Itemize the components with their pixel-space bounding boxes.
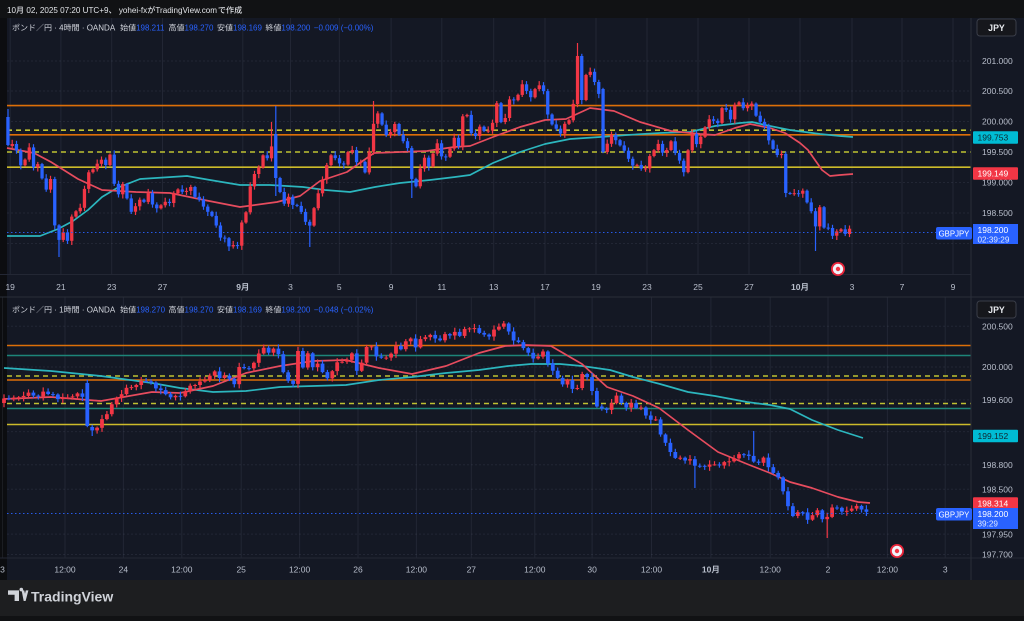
- svg-text:17: 17: [540, 282, 550, 292]
- svg-text:12:00: 12:00: [289, 565, 311, 575]
- svg-text:TradingView: TradingView: [31, 588, 113, 604]
- svg-text:12:00: 12:00: [877, 565, 899, 575]
- svg-text:11: 11: [437, 282, 446, 292]
- svg-text:198.270: 198.270: [136, 306, 165, 315]
- svg-text:199.149: 199.149: [978, 169, 1009, 179]
- svg-text:198.200: 198.200: [281, 306, 310, 315]
- svg-text:27: 27: [744, 282, 754, 292]
- svg-text:27: 27: [467, 565, 477, 575]
- svg-text:−0.009 (−0.00%): −0.009 (−0.00%): [314, 24, 374, 33]
- svg-text:5: 5: [337, 282, 342, 292]
- svg-text:7: 7: [900, 282, 905, 292]
- svg-text:199.000: 199.000: [982, 178, 1013, 188]
- svg-text:19: 19: [5, 282, 15, 292]
- svg-text:· OANDA: · OANDA: [80, 306, 116, 315]
- svg-text:12:00: 12:00: [524, 565, 546, 575]
- svg-text:10: 10: [702, 565, 712, 575]
- svg-text:9: 9: [236, 282, 241, 292]
- svg-text:198.169: 198.169: [233, 306, 262, 315]
- svg-text:198.200: 198.200: [978, 225, 1009, 235]
- svg-text:198.211: 198.211: [136, 24, 165, 33]
- svg-text:198.500: 198.500: [982, 208, 1013, 218]
- svg-text:198.200: 198.200: [978, 509, 1009, 519]
- svg-text:GBPJPY: GBPJPY: [939, 229, 971, 238]
- svg-text:3: 3: [943, 565, 948, 575]
- svg-text:23: 23: [642, 282, 652, 292]
- svg-text:200.000: 200.000: [982, 117, 1013, 127]
- svg-text:2: 2: [826, 565, 831, 575]
- svg-text:26: 26: [353, 565, 363, 575]
- svg-text:200.500: 200.500: [982, 86, 1013, 96]
- svg-text:TradingView.com: TradingView.com: [155, 6, 217, 15]
- svg-text:02, 2025 07:20 UTC+9: 02, 2025 07:20 UTC+9: [24, 6, 109, 15]
- svg-text:9: 9: [389, 282, 394, 292]
- svg-text:27: 27: [158, 282, 168, 292]
- svg-text:JPY: JPY: [988, 305, 1005, 315]
- svg-text:12:00: 12:00: [760, 565, 782, 575]
- svg-text:198.169: 198.169: [233, 24, 262, 33]
- svg-text:9: 9: [951, 282, 956, 292]
- svg-text:197.700: 197.700: [982, 550, 1013, 560]
- svg-text:198.314: 198.314: [978, 499, 1009, 509]
- svg-text:· 4: · 4: [52, 24, 64, 33]
- svg-text:197.950: 197.950: [982, 529, 1013, 539]
- svg-text:200.000: 200.000: [982, 362, 1013, 372]
- svg-text:19: 19: [591, 282, 601, 292]
- svg-text:· 1: · 1: [52, 306, 64, 315]
- svg-text:yohei-fx: yohei-fx: [117, 6, 148, 15]
- svg-text:30: 30: [587, 565, 597, 575]
- svg-text:21: 21: [56, 282, 66, 292]
- svg-text:198.500: 198.500: [982, 485, 1013, 495]
- svg-text:12:00: 12:00: [641, 565, 663, 575]
- svg-text:198.270: 198.270: [185, 24, 214, 33]
- svg-text:25: 25: [693, 282, 703, 292]
- svg-text:39:29: 39:29: [978, 520, 999, 529]
- svg-text:12:00: 12:00: [406, 565, 428, 575]
- svg-text:13: 13: [489, 282, 499, 292]
- svg-text:198.200: 198.200: [281, 24, 310, 33]
- svg-text:GBPJPY: GBPJPY: [939, 510, 971, 519]
- svg-text:02:39:29: 02:39:29: [978, 235, 1010, 244]
- svg-text:198.800: 198.800: [982, 460, 1013, 470]
- svg-text:3: 3: [0, 565, 5, 575]
- svg-text:201.000: 201.000: [982, 56, 1013, 66]
- svg-text:24: 24: [119, 565, 129, 575]
- svg-text:25: 25: [236, 565, 246, 575]
- svg-text:3: 3: [850, 282, 855, 292]
- svg-text:200.500: 200.500: [982, 321, 1013, 331]
- svg-text:−0.048 (−0.02%): −0.048 (−0.02%): [314, 306, 374, 315]
- svg-text:199.600: 199.600: [982, 395, 1013, 405]
- svg-text:12:00: 12:00: [171, 565, 193, 575]
- svg-text:199.152: 199.152: [978, 431, 1009, 441]
- svg-text:198.270: 198.270: [185, 306, 214, 315]
- svg-text:· OANDA: · OANDA: [80, 24, 116, 33]
- svg-text:199.753: 199.753: [978, 133, 1009, 143]
- svg-text:199.500: 199.500: [982, 147, 1013, 157]
- svg-text:JPY: JPY: [988, 23, 1005, 33]
- svg-text:10: 10: [791, 282, 801, 292]
- svg-text:12:00: 12:00: [54, 565, 76, 575]
- svg-text:3: 3: [288, 282, 293, 292]
- svg-text:23: 23: [107, 282, 117, 292]
- svg-text:10: 10: [7, 6, 17, 15]
